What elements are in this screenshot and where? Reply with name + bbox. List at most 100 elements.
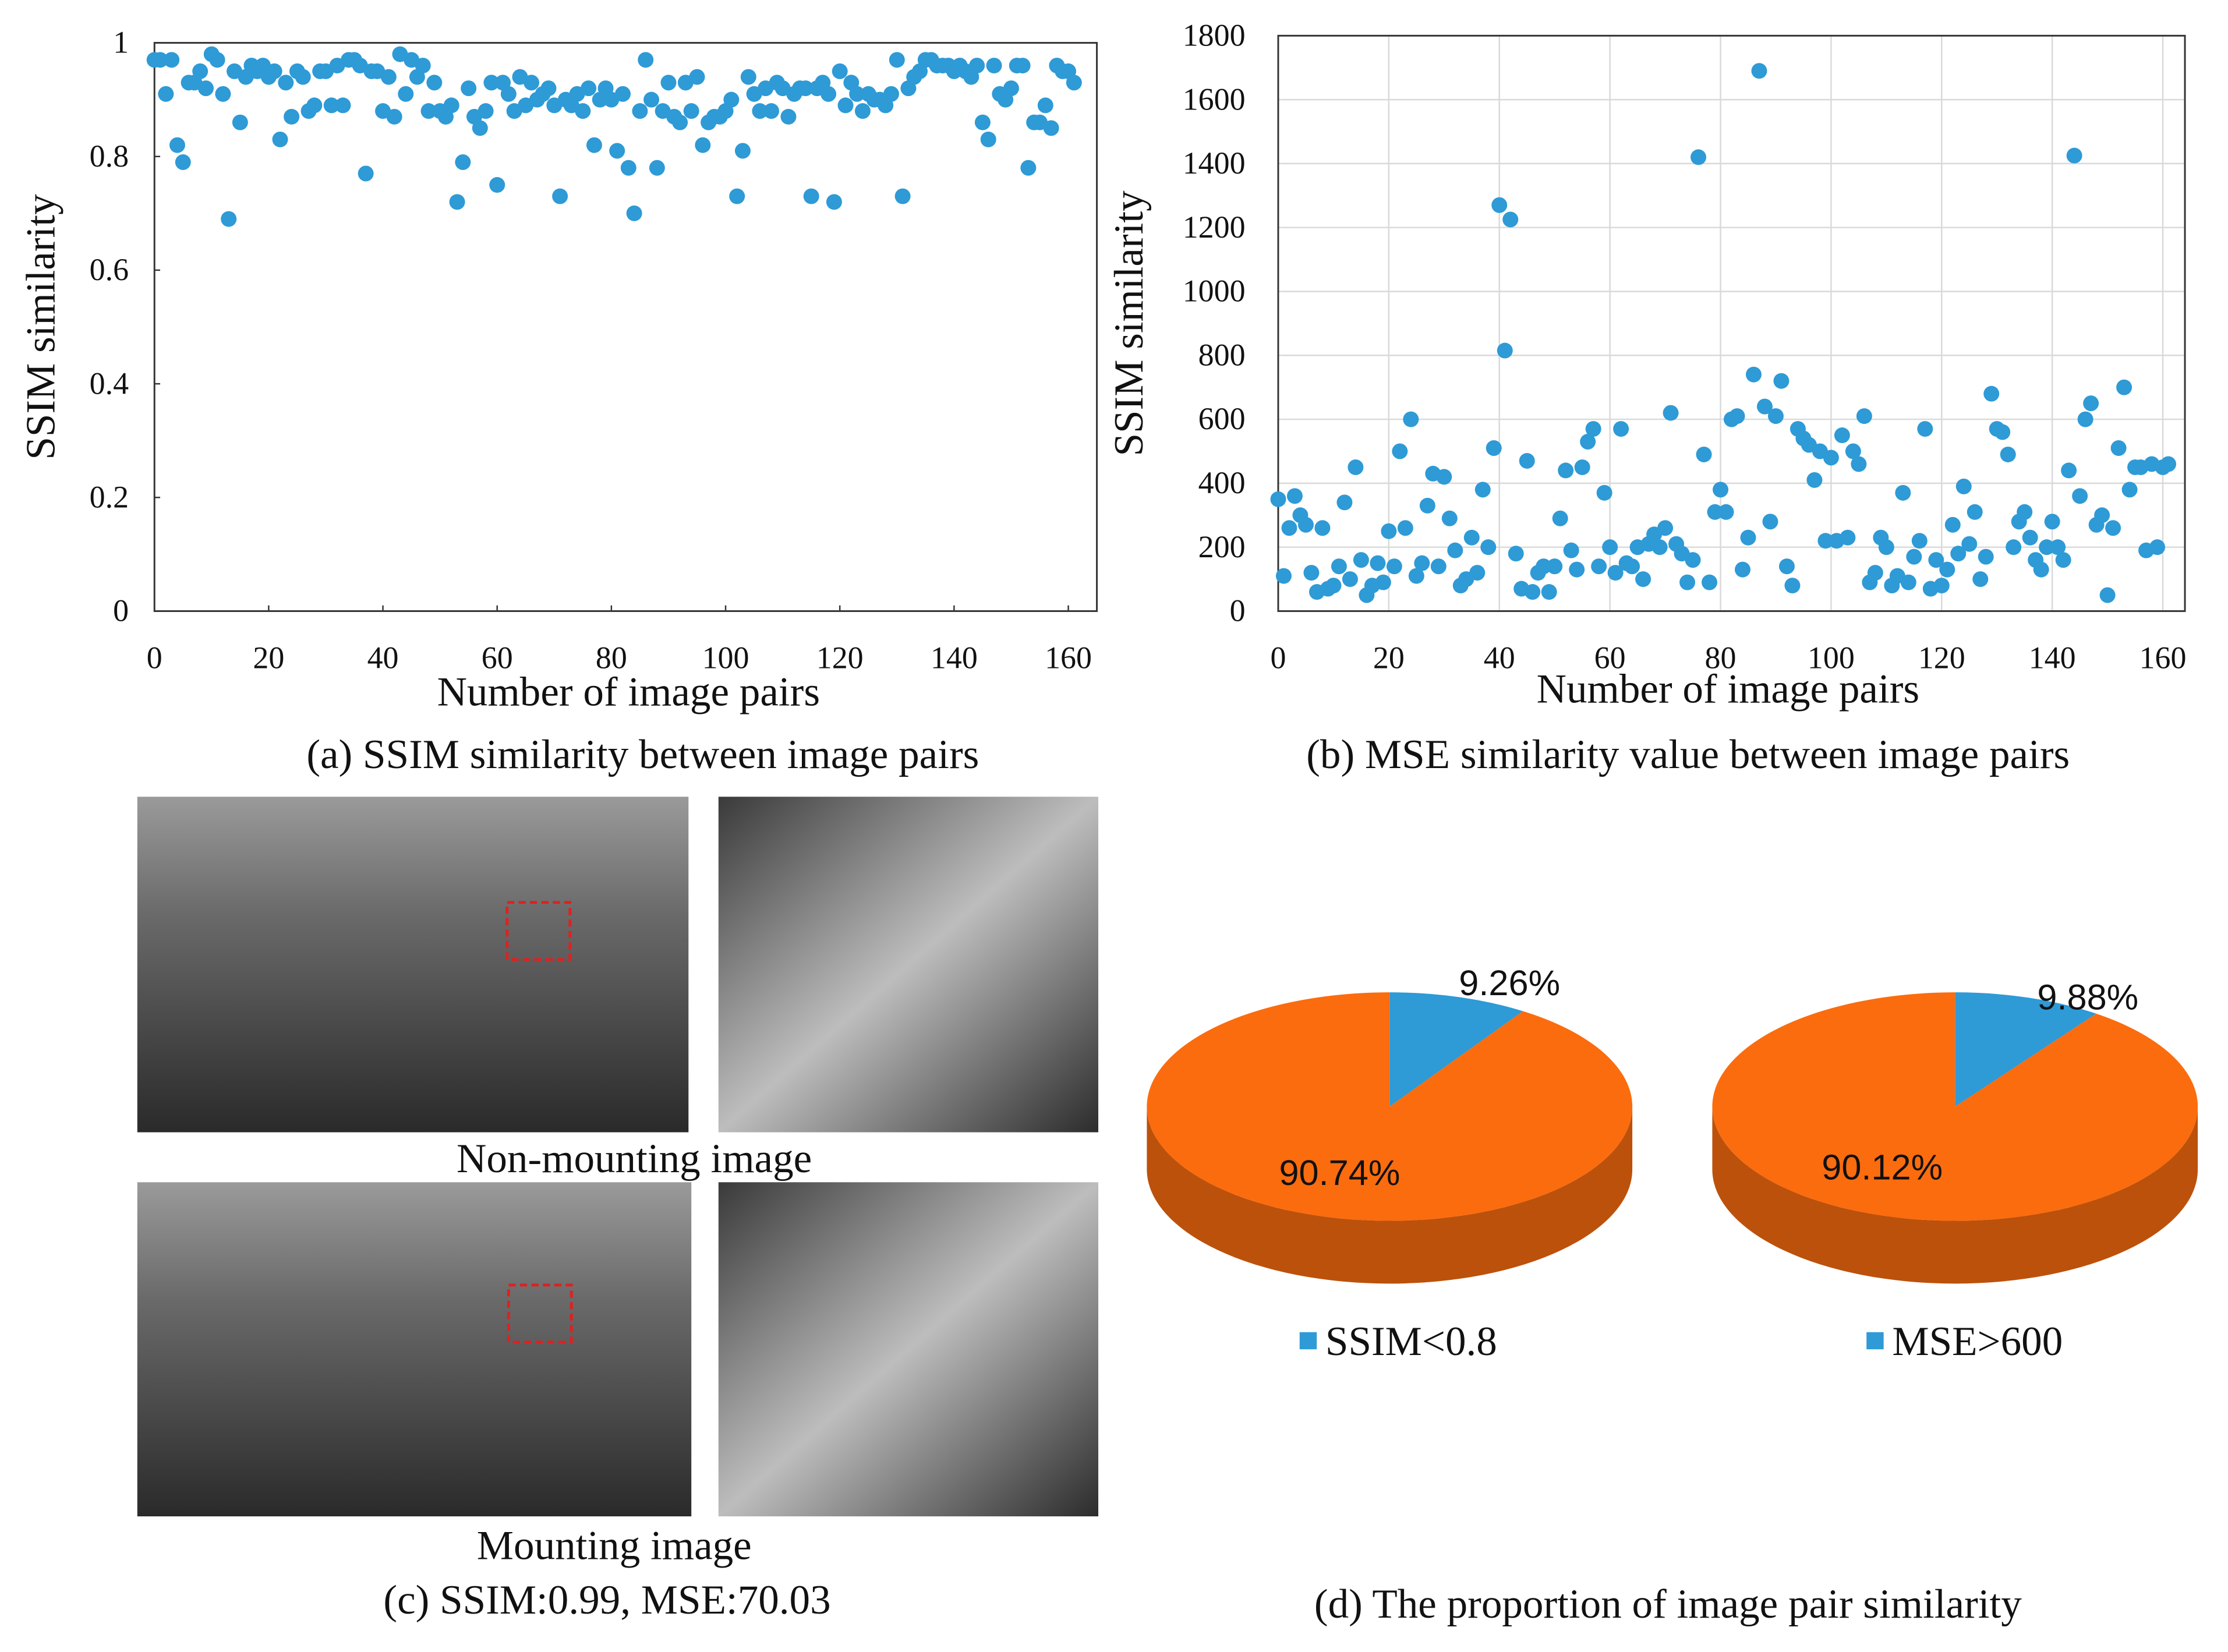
x-tick-label: 100 — [702, 641, 749, 675]
point — [1043, 120, 1059, 136]
point — [1552, 510, 1568, 526]
point — [1933, 578, 1950, 594]
point — [1558, 462, 1574, 479]
value-label: 9.26% — [1459, 963, 1560, 1003]
point — [1856, 408, 1872, 425]
point — [2044, 514, 2060, 530]
point — [632, 103, 648, 119]
point — [540, 80, 557, 97]
point — [1569, 561, 1585, 578]
point — [803, 188, 819, 204]
point — [1596, 484, 1612, 501]
point — [2006, 539, 2022, 556]
point — [1486, 440, 1502, 456]
point — [426, 75, 443, 91]
point — [2160, 456, 2177, 472]
point — [1917, 421, 1933, 437]
point — [2077, 411, 2093, 427]
point — [1928, 552, 1944, 568]
point — [763, 103, 779, 119]
point — [158, 86, 174, 102]
point — [266, 63, 282, 79]
x-tick-label: 100 — [1808, 641, 1855, 675]
y-axis-label: SSIM similarity — [1106, 190, 1152, 457]
point — [278, 75, 294, 91]
y-tick-label: 0 — [113, 593, 129, 628]
caption: (b) MSE similarity value between image p… — [1306, 732, 2070, 777]
point — [780, 108, 797, 125]
x-tick-label: 40 — [367, 641, 399, 675]
point — [152, 52, 168, 68]
point — [2072, 488, 2088, 504]
y-axis-label: SSIM similarity — [19, 194, 64, 460]
point — [586, 137, 602, 153]
point — [1563, 542, 1579, 558]
highlight-box — [507, 1283, 573, 1344]
point — [489, 177, 505, 193]
point — [1020, 160, 1037, 176]
point — [1408, 568, 1424, 584]
point — [2017, 504, 2033, 520]
point — [1014, 58, 1031, 74]
point — [1994, 424, 2011, 440]
point — [1331, 558, 1347, 575]
point — [500, 86, 517, 102]
point — [889, 52, 905, 68]
point — [1740, 529, 1756, 546]
point — [323, 97, 339, 114]
point — [723, 91, 740, 108]
point — [2110, 440, 2127, 456]
x-tick-label: 80 — [1705, 641, 1737, 675]
point — [837, 97, 854, 114]
point — [221, 211, 237, 227]
y-tick-label: 600 — [1198, 401, 1246, 436]
x-tick-label: 0 — [147, 641, 162, 675]
point — [626, 205, 642, 221]
photos — [137, 797, 1099, 1517]
point — [1679, 574, 1696, 590]
x-tick-label: 160 — [2139, 641, 2187, 675]
caption: (c) SSIM:0.99, MSE:70.03 — [383, 1577, 830, 1623]
point — [1651, 539, 1668, 556]
point — [1375, 574, 1391, 590]
point — [1900, 574, 1916, 590]
point — [1906, 549, 1922, 565]
point — [209, 52, 225, 68]
point — [1972, 571, 1989, 588]
point — [649, 160, 665, 176]
point — [1381, 523, 1397, 539]
point — [1430, 558, 1447, 575]
point — [215, 86, 231, 102]
point — [386, 108, 402, 125]
image-label: Non-mounting image — [457, 1136, 812, 1181]
point — [832, 63, 848, 79]
point — [449, 194, 465, 210]
pie-slice — [1955, 992, 2096, 1107]
point — [1525, 584, 1541, 600]
point — [1286, 488, 1303, 504]
point — [1303, 565, 1320, 581]
point — [284, 108, 300, 125]
point — [854, 103, 871, 119]
point — [2105, 520, 2121, 536]
point — [1944, 517, 1961, 533]
point — [1353, 552, 1369, 568]
point — [2116, 379, 2132, 395]
point — [638, 52, 654, 68]
x-tick-label: 140 — [931, 641, 978, 675]
point — [1585, 421, 1601, 437]
legend-label: SSIM<0.8 — [1325, 1319, 1497, 1364]
point — [1817, 533, 1834, 549]
point — [1729, 408, 1745, 425]
point — [1397, 520, 1413, 536]
point — [192, 63, 208, 79]
point — [398, 86, 414, 102]
point — [1778, 558, 1795, 575]
point — [1370, 555, 1386, 571]
point — [894, 188, 911, 204]
point — [1536, 558, 1552, 575]
y-tick-label: 0.2 — [90, 479, 129, 514]
point — [1469, 565, 1486, 581]
point — [1767, 408, 1784, 425]
point — [2050, 539, 2066, 556]
